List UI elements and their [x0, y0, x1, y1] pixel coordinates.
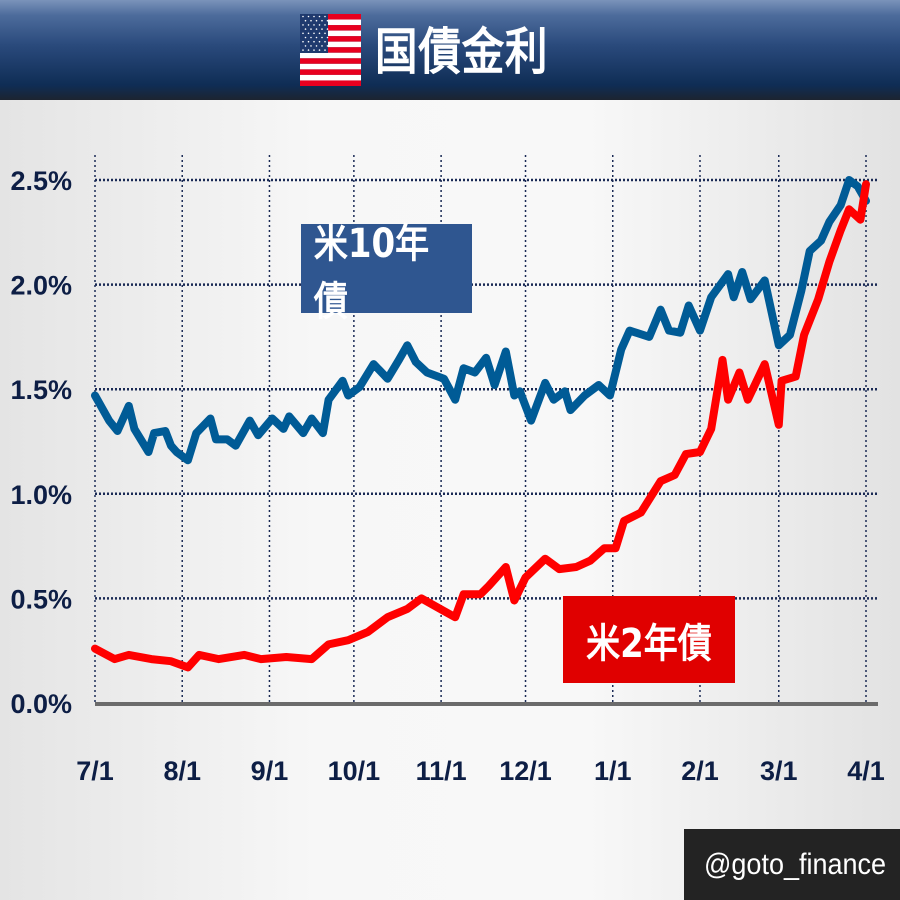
- x-tick-label: 1/1: [594, 756, 632, 786]
- header-banner: 国債金利: [0, 0, 900, 100]
- x-tick-label: 8/1: [163, 756, 201, 786]
- watermark: @goto_finance: [684, 829, 900, 900]
- x-tick-label: 10/1: [328, 756, 381, 786]
- us-flag-icon: [300, 14, 361, 86]
- y-tick-label: 0.5%: [10, 584, 72, 614]
- x-tick-label: 4/1: [847, 756, 885, 786]
- x-tick-label: 12/1: [499, 756, 552, 786]
- y-tick-label: 2.0%: [10, 271, 72, 301]
- page-title: 国債金利: [375, 23, 549, 81]
- label-10-year-bond: 米10年債: [301, 221, 472, 325]
- x-tick-label: 7/1: [76, 756, 114, 786]
- y-tick-label: 1.5%: [10, 375, 72, 405]
- y-tick-label: 1.0%: [10, 480, 72, 510]
- twitter-handle: @goto_finance: [704, 847, 887, 881]
- label-2-year-bond: 米2年債: [563, 596, 735, 683]
- y-tick-label: 2.5%: [10, 166, 72, 196]
- x-tick-label: 9/1: [251, 756, 289, 786]
- x-tick-label: 3/1: [760, 756, 798, 786]
- y-tick-label: 0.0%: [10, 689, 72, 719]
- series-line-10-year: [91, 176, 870, 465]
- label-10-year-text: 米10年債: [313, 220, 430, 325]
- label-2-year-text: 米2年債: [586, 620, 712, 667]
- x-tick-label: 11/1: [416, 756, 467, 786]
- x-tick-label: 2/1: [681, 756, 719, 786]
- series-line-2-year: [91, 180, 870, 672]
